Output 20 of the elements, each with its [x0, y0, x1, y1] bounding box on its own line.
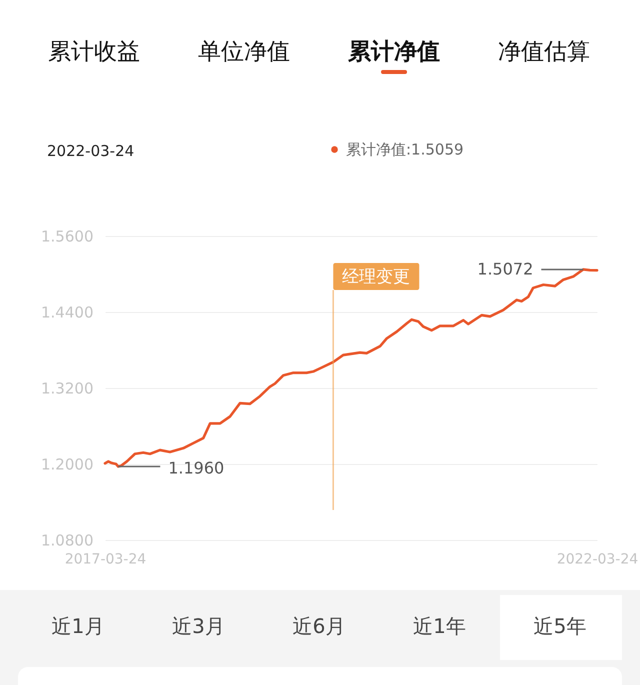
annotation: 1.5072: [477, 259, 534, 278]
y-tick-label: 1.2000: [41, 456, 94, 474]
text: 2022-03-24: [47, 142, 134, 160]
y-tick-label: 1.4400: [41, 304, 94, 322]
y-tick-label: 1.3200: [41, 380, 94, 398]
text: 累计收益: [48, 39, 140, 65]
y-tick-label: 1.0800: [41, 532, 94, 550]
text: 近5年: [534, 614, 586, 638]
ref-line-label: 经理变更: [342, 267, 410, 287]
y-tick-label: 1.5600: [41, 228, 94, 246]
legend-label: 累计净值:1.5059: [346, 140, 464, 158]
text: 近6月: [292, 614, 346, 638]
x-tick-label: 2017-03-24: [64, 552, 146, 568]
text: 累计净值: [347, 39, 440, 65]
text: 近1年: [413, 614, 466, 638]
text: 单位净值: [198, 39, 290, 65]
text: 近3月: [172, 614, 225, 638]
text: 近1月: [52, 614, 104, 638]
annotation: 1.1960: [168, 458, 224, 478]
text: 净值估算: [498, 39, 590, 65]
